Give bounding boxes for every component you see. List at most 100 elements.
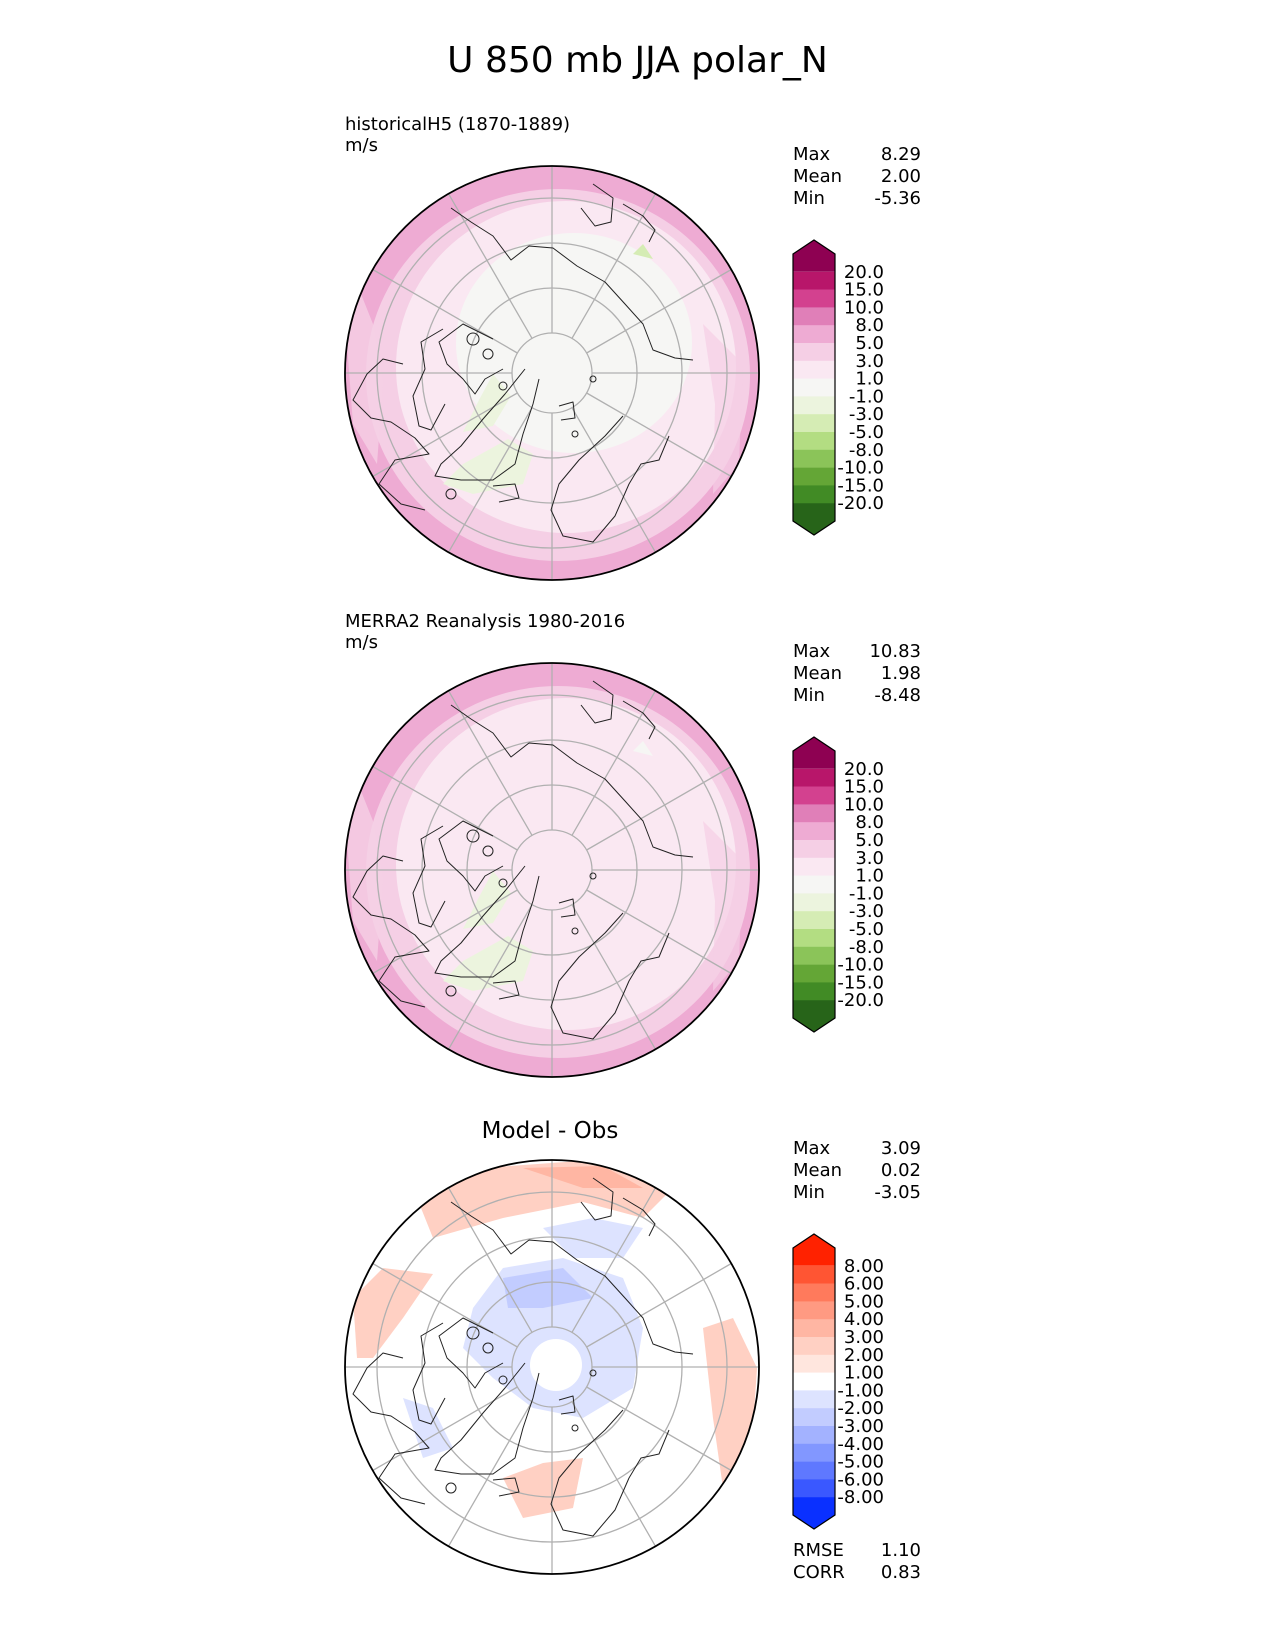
- colorbar-swatch: [793, 1337, 835, 1356]
- colorbar-tick-label: 8.0: [855, 812, 884, 833]
- colorbar-swatch: [793, 1354, 835, 1373]
- colorbar-tick-label: 5.0: [855, 333, 884, 354]
- colorbar-tick-label: -2.00: [837, 1398, 884, 1419]
- colorbar-tick-label: -5.0: [849, 919, 884, 940]
- colorbar-tick-label: -1.0: [849, 386, 884, 407]
- colorbar-swatch: [793, 449, 835, 468]
- panel-diff: Model - Obs Max 3.09 Mean 0.02 Min -3.05 8.…: [0, 1104, 1275, 1624]
- panel-model: historicalH5 (1870-1889) m/s Max 8.29 Mea…: [0, 110, 1275, 605]
- colorbar-tick-label: 10.0: [844, 794, 884, 815]
- colorbar-tick-label: -3.0: [849, 404, 884, 425]
- colorbar-extend-max: [793, 1234, 835, 1266]
- panel-title: Model - Obs: [481, 1118, 619, 1144]
- colorbar-tick-label: -3.0: [849, 901, 884, 922]
- colorbar-tick-label: 3.00: [844, 1327, 884, 1348]
- colorbar-swatch: [793, 822, 835, 841]
- colorbar-swatch: [793, 432, 835, 451]
- colorbar-swatch: [793, 271, 835, 290]
- colorbar-swatch: [793, 343, 835, 362]
- colorbar-swatch: [793, 1408, 835, 1427]
- colorbar-swatch: [793, 875, 835, 894]
- colorbar-tick-label: 2.00: [844, 1345, 884, 1366]
- panel-units: m/s: [345, 632, 378, 653]
- colorbar-outline: [792, 239, 836, 536]
- colorbar-swatch: [793, 911, 835, 930]
- colorbar-tick-label: -15.0: [837, 972, 884, 993]
- colorbar-tick-label: 1.00: [844, 1363, 884, 1384]
- colorbar-extend-min: [793, 503, 835, 535]
- polar-map: [344, 662, 760, 1078]
- colorbar-swatch: [793, 893, 835, 912]
- colorbar-tick-label: 15.0: [844, 777, 884, 798]
- colorbar-outline: [792, 1233, 836, 1530]
- figure-title: U 850 mb JJA polar_N: [447, 40, 828, 81]
- colorbar-tick-label: -3.00: [837, 1416, 884, 1437]
- colorbar-swatch: [793, 946, 835, 965]
- colorbar-swatch: [793, 1372, 835, 1391]
- colorbar: 8.006.005.004.003.002.001.00-1.00-2.00-3…: [792, 1233, 884, 1530]
- colorbar-tick-label: -10.0: [837, 955, 884, 976]
- colorbar-tick-label: -1.0: [849, 883, 884, 904]
- panel-obs: MERRA2 Reanalysis 1980-2016 m/s Max 10.83…: [0, 607, 1275, 1102]
- colorbar-tick-label: -20.0: [837, 493, 884, 514]
- colorbar-tick-label: 20.0: [844, 262, 884, 283]
- colorbar-swatch: [793, 1461, 835, 1480]
- colorbar-tick-label: 20.0: [844, 759, 884, 780]
- colorbar-tick-label: -4.00: [837, 1434, 884, 1455]
- colorbar-tick-label: 5.0: [855, 830, 884, 851]
- colorbar-swatch: [793, 1479, 835, 1498]
- colorbar-swatch: [793, 964, 835, 983]
- colorbar-extend-min: [793, 1497, 835, 1529]
- colorbar-swatch: [793, 1443, 835, 1462]
- colorbar-swatch: [793, 414, 835, 433]
- colorbar-swatch: [793, 467, 835, 486]
- colorbar: 20.015.010.08.05.03.01.0-1.0-3.0-5.0-8.0…: [792, 736, 884, 1033]
- colorbar-tick-label: -5.0: [849, 422, 884, 443]
- colorbar-swatch: [793, 1301, 835, 1320]
- colorbar-swatch: [793, 307, 835, 326]
- colorbar-swatch: [793, 396, 835, 415]
- colorbar-swatch: [793, 1283, 835, 1302]
- colorbar-swatch: [793, 485, 835, 504]
- colorbar-swatch: [793, 857, 835, 876]
- panel-units: m/s: [345, 135, 378, 156]
- colorbar-tick-label: -20.0: [837, 990, 884, 1011]
- colorbar-swatch: [793, 1426, 835, 1445]
- colorbar-swatch: [793, 786, 835, 805]
- colorbar-tick-label: -6.00: [837, 1469, 884, 1490]
- colorbar-swatch: [793, 1390, 835, 1409]
- colorbar-swatch: [793, 1265, 835, 1284]
- colorbar-tick-label: 15.0: [844, 280, 884, 301]
- colorbar-tick-label: 8.00: [844, 1256, 884, 1277]
- colorbar-swatch: [793, 840, 835, 859]
- colorbar-tick-label: -10.0: [837, 458, 884, 479]
- colorbar-tick-label: -1.00: [837, 1380, 884, 1401]
- colorbar-swatch: [793, 378, 835, 397]
- colorbar-tick-label: -8.0: [849, 937, 884, 958]
- colorbar-tick-label: -15.0: [837, 475, 884, 496]
- colorbar-extend-min: [793, 1000, 835, 1032]
- polar-map: [344, 1159, 760, 1575]
- colorbar-tick-label: 3.0: [855, 351, 884, 372]
- colorbar-swatch: [793, 1319, 835, 1338]
- colorbar-outline: [792, 736, 836, 1033]
- colorbar-tick-label: -8.0: [849, 440, 884, 461]
- colorbar-tick-label: 3.0: [855, 848, 884, 869]
- colorbar-swatch: [793, 768, 835, 787]
- colorbar-tick-label: -8.00: [837, 1487, 884, 1508]
- colorbar: 20.015.010.08.05.03.01.0-1.0-3.0-5.0-8.0…: [792, 239, 884, 536]
- colorbar-swatch: [793, 289, 835, 308]
- colorbar-swatch: [793, 360, 835, 379]
- colorbar-tick-label: 1.0: [855, 866, 884, 887]
- colorbar-swatch: [793, 804, 835, 823]
- colorbar-swatch: [793, 325, 835, 344]
- polar-map: [344, 165, 760, 581]
- colorbar-tick-label: 8.0: [855, 315, 884, 336]
- colorbar-swatch: [793, 929, 835, 948]
- colorbar-swatch: [793, 982, 835, 1001]
- colorbar-tick-label: 10.0: [844, 297, 884, 318]
- colorbar-extend-max: [793, 737, 835, 769]
- colorbar-tick-label: 4.00: [844, 1309, 884, 1330]
- colorbar-extend-max: [793, 240, 835, 272]
- colorbar-tick-label: 1.0: [855, 369, 884, 390]
